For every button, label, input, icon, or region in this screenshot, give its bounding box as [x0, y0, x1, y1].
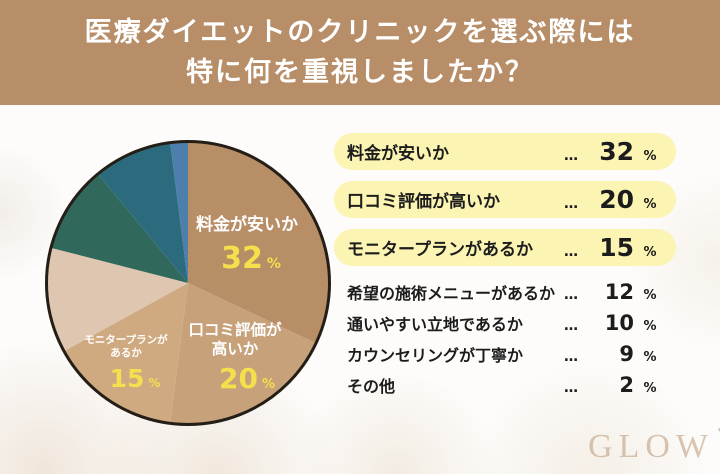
list-item-rank-5: 通いやすい立地であるか … 10 % — [334, 308, 676, 338]
list-item-rank-2: 口コミ評価が高いか … 20 % — [334, 181, 676, 218]
list-item-rank-3: モニタープランがあるか … 15 % — [334, 229, 676, 266]
list-item-rank-7: その他 … 2 % — [334, 370, 676, 400]
list-item-value-group: … 2 % — [556, 373, 666, 397]
list-item-value: 2 — [619, 373, 634, 397]
pie-slice-label-text: あるか — [110, 347, 142, 359]
dots-separator: … — [564, 244, 578, 260]
percent-sign: % — [261, 377, 275, 392]
pie-slice-label-value-row: 32 % — [183, 241, 319, 276]
percent-sign: % — [643, 197, 657, 212]
pie-slice-6 — [97, 142, 188, 283]
list-item-value-group: … 20 % — [556, 185, 666, 214]
pie-outline-ring — [45, 140, 331, 426]
glow-logo-sprig-icon — [717, 428, 720, 433]
glow-logo-text: GLOW — [588, 428, 714, 465]
pie-slice-label-2: 口コミ評価が 高いか 20 % — [170, 321, 300, 395]
percent-sign: % — [643, 245, 657, 260]
page-title-line1: 医療ダイエットのクリニックを選ぶ際には — [84, 16, 636, 48]
list-item-value-group: … 15 % — [556, 233, 666, 262]
percent-sign: % — [643, 149, 657, 164]
pie-slice-label-text: 高いか — [211, 340, 259, 358]
pie-slice-value: 32 — [221, 241, 263, 276]
list-item-label: モニタープランがあるか — [347, 240, 533, 260]
list-item-label: カウンセリングが丁寧か — [347, 346, 524, 365]
list-item-value-group: … 9 % — [556, 342, 666, 366]
header-banner: 医療ダイエットのクリニックを選ぶ際には 特に何を重視しましたか？ — [0, 0, 720, 105]
list-item-value: 32 — [599, 137, 634, 166]
list-item-rank-6: カウンセリングが丁寧か … 9 % — [334, 339, 676, 369]
dots-separator: … — [564, 318, 578, 334]
list-item-value: 20 — [599, 185, 634, 214]
list-item-value: 9 — [619, 342, 634, 366]
pie-slice-7 — [170, 141, 188, 283]
list-item-value-group: … 12 % — [556, 280, 666, 304]
pie-slice-value: 20 — [219, 362, 258, 395]
list-item-rank-4: 希望の施術メニューがあるか … 12 % — [334, 277, 676, 307]
pie-slice-5 — [50, 173, 189, 283]
pie-slice-label-3: モニタープランが あるか 15 % — [70, 334, 182, 393]
page-title-line2: 特に何を重視しましたか？ — [186, 56, 534, 88]
dots-separator: … — [564, 287, 578, 303]
pie-slice-label-text: 口コミ評価が — [188, 321, 282, 339]
dots-separator: … — [564, 148, 578, 164]
pie-slice-label-1: 料金が安いか 32 % — [179, 214, 315, 276]
list-item-label: その他 — [347, 377, 396, 396]
percent-sign: % — [643, 381, 657, 396]
pie-slice-label-text: 料金が安いか — [196, 215, 298, 235]
list-item-value-group: … 32 % — [556, 137, 666, 166]
pie-slice-label-value-row: 20 % — [182, 362, 312, 395]
pie-slice-label-text: モニタープランが — [84, 334, 168, 346]
list-item-label: 口コミ評価が高いか — [347, 192, 500, 212]
dots-separator: … — [564, 196, 578, 212]
percent-sign: % — [643, 319, 657, 334]
list-item-value: 10 — [604, 311, 634, 335]
list-item-label: 料金が安いか — [347, 144, 449, 164]
list-item-value: 15 — [599, 233, 634, 262]
dots-separator: … — [564, 380, 578, 396]
list-item-label: 通いやすい立地であるか — [347, 315, 523, 334]
dots-separator: … — [564, 349, 578, 365]
list-item-value: 12 — [604, 280, 634, 304]
percent-sign: % — [148, 376, 161, 390]
pie-chart-svg — [45, 140, 331, 426]
pie-chart — [42, 137, 334, 429]
list-item-value-group: … 10 % — [556, 311, 666, 335]
percent-sign: % — [266, 256, 281, 272]
list-item-rank-1: 料金が安いか … 32 % — [334, 133, 676, 170]
pie-slice-value: 15 — [109, 364, 145, 393]
glow-logo: GLOW — [588, 425, 720, 469]
percent-sign: % — [643, 350, 657, 365]
pie-slice-label-value-row: 15 % — [79, 364, 191, 393]
pie-slice-4 — [45, 247, 188, 352]
percent-sign: % — [643, 288, 657, 303]
list-item-label: 希望の施術メニューがあるか — [347, 284, 556, 303]
